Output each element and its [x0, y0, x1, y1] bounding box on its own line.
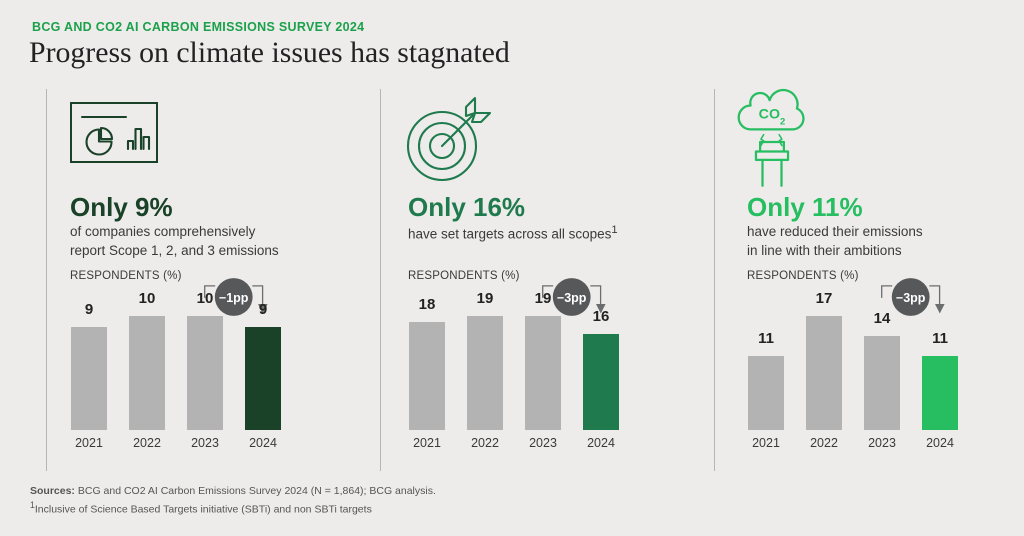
svg-text:CO2: CO2: [759, 107, 786, 128]
svg-text:−3pp: −3pp: [557, 291, 587, 305]
svg-text:−3pp: −3pp: [896, 291, 926, 305]
